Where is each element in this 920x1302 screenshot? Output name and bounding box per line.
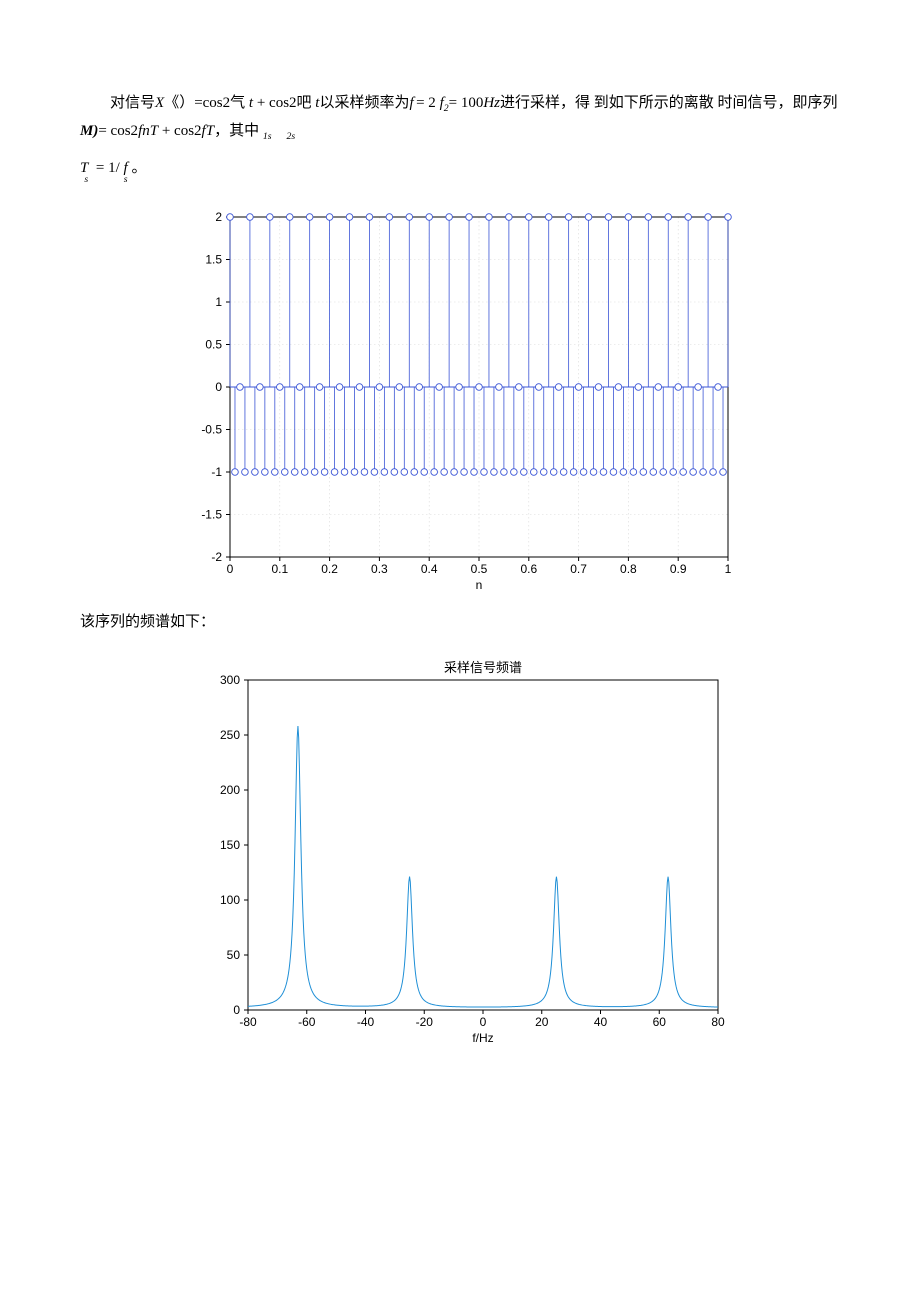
paragraph-3: 该序列的频谱如下： (80, 609, 840, 636)
svg-text:f/Hz: f/Hz (472, 1031, 493, 1045)
svg-text:1: 1 (215, 295, 222, 309)
svg-text:0.6: 0.6 (520, 562, 537, 576)
svg-text:0: 0 (215, 380, 222, 394)
svg-text:0.1: 0.1 (271, 562, 288, 576)
svg-text:0: 0 (233, 1003, 240, 1017)
svg-text:300: 300 (220, 673, 240, 687)
svg-text:50: 50 (227, 948, 241, 962)
svg-text:200: 200 (220, 783, 240, 797)
svg-text:0.5: 0.5 (471, 562, 488, 576)
svg-text:n: n (476, 578, 483, 592)
paragraph-1: 对信号X《）=cos2气 t + cos2吧 t以采样频率为f = 2 f2= … (80, 90, 840, 145)
svg-text:-60: -60 (298, 1015, 316, 1029)
svg-text:0.2: 0.2 (321, 562, 338, 576)
svg-text:0.9: 0.9 (670, 562, 687, 576)
svg-text:0.7: 0.7 (570, 562, 587, 576)
stem-chart: 0 0.1 0.2 0.3 0.4 0.5 0.6 0.7 0.8 0.9 1 -2 -1.5 -1 -0.… (180, 201, 740, 601)
svg-text:-1: -1 (211, 465, 222, 479)
svg-text:0.3: 0.3 (371, 562, 388, 576)
svg-text:0: 0 (480, 1015, 487, 1029)
svg-text:-40: -40 (357, 1015, 375, 1029)
spectrum-chart: 采样信号频谱 -80 -60 -40 -20 0 20 40 60 80 0 50 100 150 200 2… (190, 654, 730, 1054)
svg-text:0.5: 0.5 (205, 337, 222, 351)
svg-text:0: 0 (227, 562, 234, 576)
svg-text:80: 80 (711, 1015, 725, 1029)
svg-text:1.5: 1.5 (205, 252, 222, 266)
svg-text:采样信号频谱: 采样信号频谱 (444, 660, 522, 675)
paragraph-2: Ts = 1/ fs。 (80, 155, 840, 183)
svg-text:0.8: 0.8 (620, 562, 637, 576)
svg-text:100: 100 (220, 893, 240, 907)
svg-text:-20: -20 (416, 1015, 434, 1029)
svg-text:-1.5: -1.5 (201, 507, 222, 521)
svg-text:40: 40 (594, 1015, 608, 1029)
svg-text:250: 250 (220, 728, 240, 742)
svg-text:0.4: 0.4 (421, 562, 438, 576)
svg-text:-80: -80 (239, 1015, 257, 1029)
svg-text:1: 1 (725, 562, 732, 576)
svg-text:2: 2 (215, 210, 222, 224)
svg-text:20: 20 (535, 1015, 549, 1029)
svg-text:150: 150 (220, 838, 240, 852)
svg-text:-2: -2 (211, 550, 222, 564)
svg-text:-0.5: -0.5 (201, 422, 222, 436)
svg-text:60: 60 (653, 1015, 667, 1029)
